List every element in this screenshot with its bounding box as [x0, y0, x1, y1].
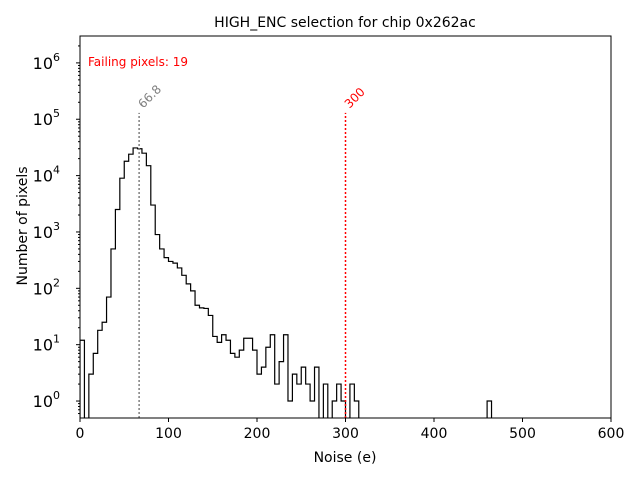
- x-tick-label-0: 0: [76, 426, 85, 442]
- y-tick-label-6: 106: [33, 51, 60, 73]
- y-tick-label-4: 104: [33, 164, 60, 186]
- vline-label-1: 300: [342, 85, 368, 111]
- y-tick-label-2: 102: [33, 276, 60, 298]
- plot-area: 66.8 300 0 100 200 300 400 500 600 100 101 102 103 10…: [33, 35, 625, 442]
- x-tick-label-4: 400: [421, 426, 448, 442]
- y-tick-label-1: 101: [33, 333, 60, 355]
- x-tick-label-6: 600: [598, 426, 625, 442]
- x-tick-label-2: 200: [244, 426, 271, 442]
- chart-title: HIGH_ENC selection for chip 0x262ac: [214, 15, 476, 31]
- y-tick-label-0: 100: [33, 389, 60, 411]
- histogram-series: [80, 147, 493, 418]
- x-tick-label-1: 100: [155, 426, 182, 442]
- failing-pixels-annotation: Failing pixels: 19: [88, 55, 188, 69]
- y-axis-label: Number of pixels: [15, 166, 31, 285]
- x-tick-label-5: 500: [509, 426, 536, 442]
- x-tick-label-3: 300: [332, 426, 359, 442]
- vline-label-0: 66.8: [135, 82, 164, 111]
- x-axis-label: Noise (e): [314, 450, 377, 466]
- y-tick-label-5: 105: [33, 107, 60, 129]
- y-tick-label-3: 103: [33, 220, 60, 242]
